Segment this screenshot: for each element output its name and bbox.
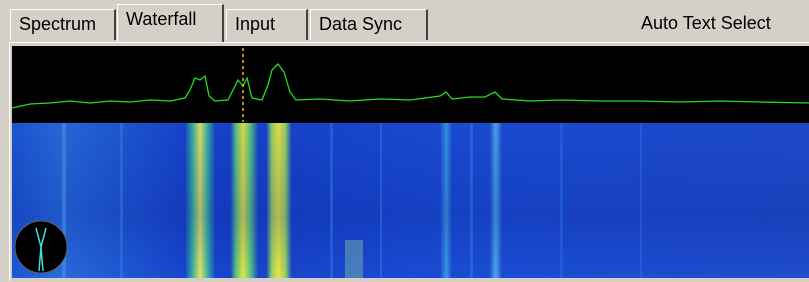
app-window: Spectrum Waterfall Input Data Sync Auto … xyxy=(0,0,809,282)
display xyxy=(0,0,809,282)
spectrum-area xyxy=(12,46,809,123)
tab[interactable]: Waterfall xyxy=(117,4,224,42)
waterfall-shade xyxy=(12,123,809,278)
